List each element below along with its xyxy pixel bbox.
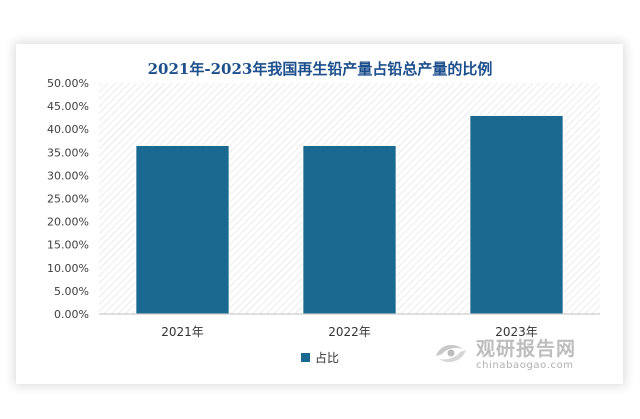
legend-swatch — [300, 353, 310, 362]
chart-title: 2021年-2023年我国再生铅产量占铅总产量的比例 — [147, 60, 493, 78]
watermark-url: chinabaogao.com — [476, 360, 574, 371]
watermark-name: 观研报告网 — [476, 338, 577, 360]
bar — [135, 144, 230, 315]
y-tick-label: 50.00% — [47, 77, 89, 90]
y-tick-label: 30.00% — [47, 169, 89, 182]
x-tick-label: 2023年 — [495, 325, 538, 339]
y-tick-label: 45.00% — [47, 100, 89, 113]
y-tick-label: 25.00% — [47, 193, 89, 206]
bar — [469, 114, 564, 315]
watermark: 观研报告网 chinabaogao.com — [432, 334, 576, 371]
bar-series — [135, 114, 564, 315]
y-tick-label: 15.00% — [47, 239, 89, 252]
bar — [302, 144, 397, 315]
x-axis: 2021年 2022年 2023年 — [161, 325, 538, 339]
y-axis: 0.00% 5.00% 10.00% 15.00% 20.00% 25.00% 30.00%… — [47, 77, 89, 321]
y-tick-label: 35.00% — [47, 146, 89, 159]
y-tick-label: 40.00% — [47, 123, 89, 136]
y-tick-label: 0.00% — [54, 308, 89, 321]
x-tick-label: 2021年 — [161, 325, 204, 339]
legend: 占比 — [0, 349, 640, 366]
y-tick-label: 20.00% — [47, 216, 89, 229]
y-tick-label: 10.00% — [47, 262, 89, 275]
x-tick-label: 2022年 — [328, 325, 371, 339]
watermark-logo-icon — [436, 344, 466, 362]
y-tick-label: 5.00% — [54, 285, 89, 298]
legend-label: 占比 — [314, 351, 339, 365]
